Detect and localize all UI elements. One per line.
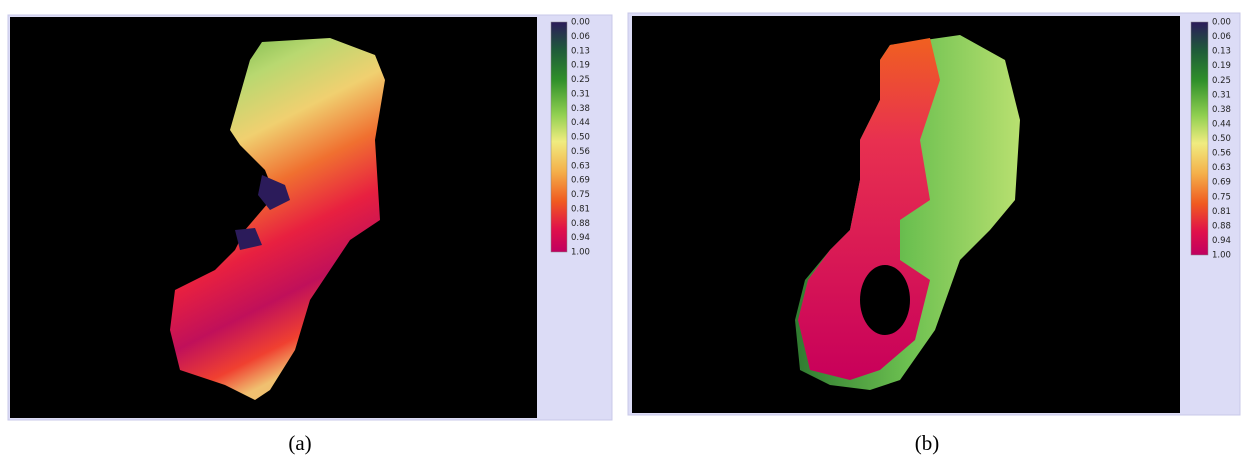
legend-label: 1.00 [1212,251,1231,261]
legend-label: 0.19 [1212,61,1231,71]
legend-label: 0.06 [1212,32,1231,42]
legend-label: 0.00 [1212,18,1231,28]
legend-label: 0.44 [1212,119,1231,129]
legend-label: 0.38 [1212,105,1231,115]
legend-label: 0.56 [1212,149,1231,159]
legend-label: 0.25 [1212,76,1231,86]
caption: (b) [915,431,940,455]
legend-label: 0.19 [571,61,590,71]
legend-label: 0.06 [571,32,590,42]
legend-label: 0.50 [1212,134,1231,144]
legend-label: 0.81 [571,204,590,214]
figure: (a) (b) 0.00 0.06 0.13 0.19 0.25 0.31 0.38 0.44… [0,0,1243,461]
legend-label: 0.81 [1212,207,1231,217]
legend-label: 0.25 [571,75,590,85]
legend-label: 0.75 [571,190,590,200]
legend-label: 0.44 [571,118,590,128]
legend-label: 1.00 [571,248,590,258]
legend-label: 0.31 [1212,90,1231,100]
legend-label: 0.75 [1212,192,1231,202]
legend-label: 0.88 [1212,221,1231,231]
legend-label: 0.69 [1212,178,1231,188]
legend-label: 0.13 [1212,47,1231,57]
colorbar [551,22,567,252]
caption: (a) [288,431,311,455]
legend-label: 0.31 [571,89,590,99]
legend-label: 0.38 [571,104,590,114]
legend-label: 0.63 [1212,163,1231,173]
legend-label: 0.13 [571,46,590,56]
legend-label: 0.94 [571,233,590,243]
legend-label: 0.69 [571,176,590,186]
legend-label: 0.50 [571,133,590,143]
legend-label: 0.94 [1212,236,1231,246]
colorbar [1191,22,1208,255]
legend-label: 0.56 [571,147,590,157]
legend-label: 0.88 [571,219,590,229]
legend-label: 0.63 [571,161,590,171]
legend-label: 0.00 [571,18,590,28]
map-gap [860,265,910,335]
